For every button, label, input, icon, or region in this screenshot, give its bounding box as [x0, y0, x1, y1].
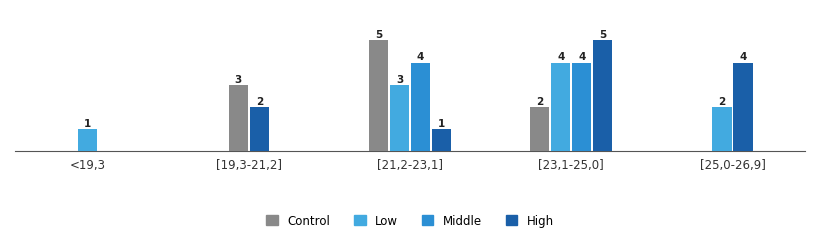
- Text: 4: 4: [577, 52, 585, 62]
- Text: 2: 2: [256, 96, 263, 106]
- Text: 3: 3: [396, 74, 403, 84]
- Bar: [78, 129, 97, 151]
- Bar: [410, 63, 430, 151]
- Text: 4: 4: [416, 52, 423, 62]
- Bar: [432, 129, 450, 151]
- Text: 4: 4: [739, 52, 746, 62]
- Text: 1: 1: [437, 118, 445, 128]
- Bar: [712, 107, 731, 151]
- Bar: [389, 85, 409, 151]
- Bar: [229, 85, 247, 151]
- Text: 4: 4: [556, 52, 563, 62]
- Legend: Control, Low, Middle, High: Control, Low, Middle, High: [265, 214, 554, 227]
- Bar: [572, 63, 590, 151]
- Text: 1: 1: [84, 118, 91, 128]
- Text: 2: 2: [536, 96, 543, 106]
- Text: 2: 2: [717, 96, 725, 106]
- Bar: [369, 41, 387, 151]
- Bar: [592, 41, 612, 151]
- Bar: [249, 107, 269, 151]
- Text: 3: 3: [234, 74, 242, 84]
- Bar: [530, 107, 549, 151]
- Text: 5: 5: [374, 30, 382, 40]
- Bar: [550, 63, 570, 151]
- Text: 5: 5: [599, 30, 605, 40]
- Bar: [732, 63, 752, 151]
